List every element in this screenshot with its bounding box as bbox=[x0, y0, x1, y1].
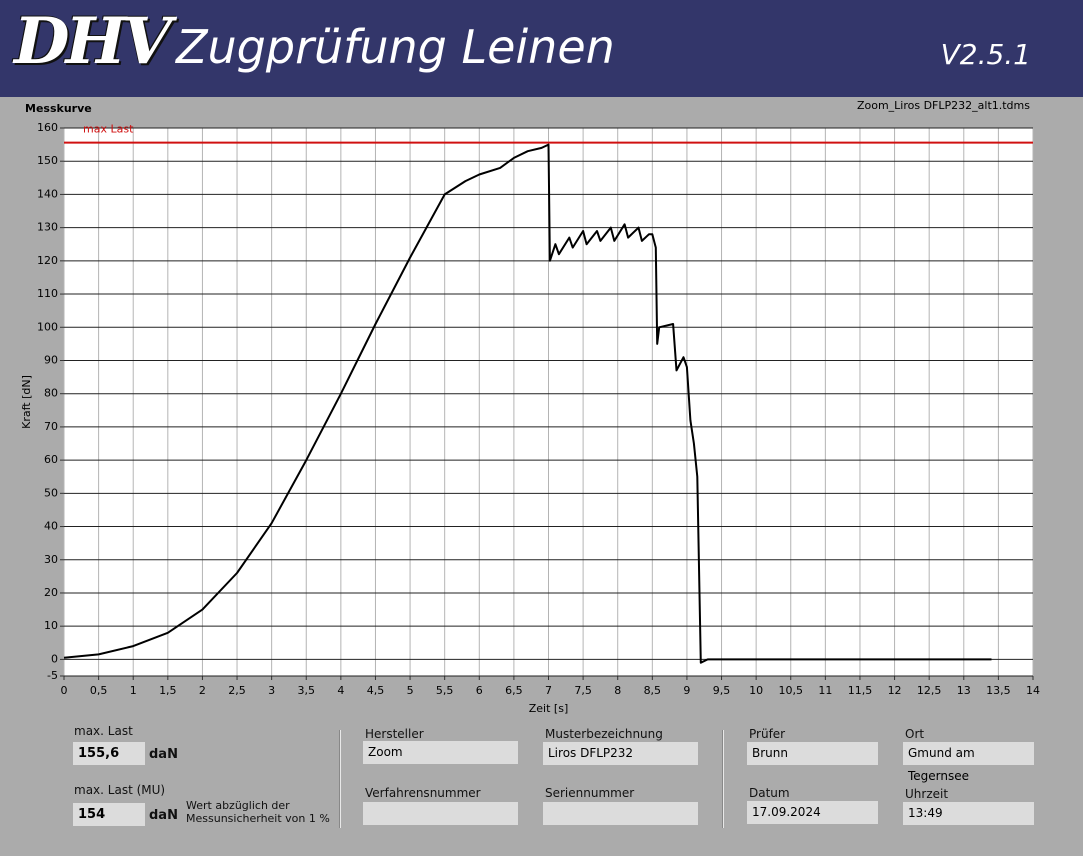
x-tick-label: 6,5 bbox=[505, 684, 523, 697]
text-field: Brunn bbox=[747, 742, 878, 765]
x-tick-label: 2,5 bbox=[228, 684, 246, 697]
x-tick-label: 3 bbox=[268, 684, 275, 697]
x-tick-label: 3,5 bbox=[298, 684, 316, 697]
x-tick-label: 8,5 bbox=[644, 684, 662, 697]
x-tick-label: 11,5 bbox=[848, 684, 873, 697]
y-tick-label: 10 bbox=[44, 619, 58, 632]
version: V2.5.1 bbox=[940, 38, 1031, 71]
max-label: max Last bbox=[83, 123, 134, 136]
y-tick-label: 110 bbox=[37, 287, 58, 300]
y-tick-label: 80 bbox=[44, 387, 58, 400]
text-field: Gmund am Tegernsee bbox=[903, 742, 1034, 783]
value-field: 154 bbox=[73, 803, 145, 826]
y-tick-label: 160 bbox=[37, 121, 58, 134]
x-tick-label: 5 bbox=[407, 684, 414, 697]
x-tick-label: 12,5 bbox=[917, 684, 942, 697]
x-tick-label: 12 bbox=[888, 684, 902, 697]
text-field bbox=[543, 802, 698, 825]
x-axis-title: Zeit [s] bbox=[529, 702, 568, 715]
note: Messunsicherheit von 1 % bbox=[186, 812, 330, 825]
y-tick-label: 60 bbox=[44, 453, 58, 466]
y-tick-label: 150 bbox=[37, 154, 58, 167]
x-tick-label: 1,5 bbox=[159, 684, 177, 697]
unit: daN bbox=[149, 808, 178, 823]
x-tick-label: 9,5 bbox=[713, 684, 731, 697]
text-field: 13:49 bbox=[903, 802, 1034, 825]
unit: daN bbox=[149, 747, 178, 762]
x-tick-label: 11 bbox=[818, 684, 832, 697]
x-tick-label: 14 bbox=[1026, 684, 1040, 697]
y-tick-label: 100 bbox=[37, 320, 58, 333]
logo: DHV bbox=[14, 4, 172, 79]
x-tick-label: 13,5 bbox=[986, 684, 1011, 697]
y-tick-label: 70 bbox=[44, 420, 58, 433]
x-tick-label: 6 bbox=[476, 684, 483, 697]
x-tick-label: 4 bbox=[337, 684, 344, 697]
label: Prüfer bbox=[749, 727, 786, 741]
x-tick-label: 7 bbox=[545, 684, 552, 697]
y-tick-label: 0 bbox=[51, 652, 58, 665]
file-name: Zoom_Liros DFLP232_alt1.tdms bbox=[857, 99, 1030, 112]
x-tick-label: 9 bbox=[683, 684, 690, 697]
data-line bbox=[63, 143, 992, 664]
x-tick-label: 10,5 bbox=[779, 684, 804, 697]
label: Hersteller bbox=[365, 727, 424, 741]
chart: Messkurve Zoom_Liros DFLP232_alt1.tdms 0 0,… bbox=[20, 99, 1040, 715]
x-tick-label: 8 bbox=[614, 684, 621, 697]
y-tick-label: 50 bbox=[44, 486, 58, 499]
y-tick-label: 140 bbox=[37, 187, 58, 200]
x-tick-label: 7,5 bbox=[574, 684, 592, 697]
y-tick-label: -5 bbox=[47, 669, 58, 682]
y-tick-label: 120 bbox=[37, 254, 58, 267]
app-title: Zugprüfung Leinen bbox=[176, 20, 615, 74]
y-tick-label: 90 bbox=[44, 353, 58, 366]
x-tick-label: 4,5 bbox=[367, 684, 385, 697]
separator bbox=[722, 730, 724, 828]
x-tick-label: 13 bbox=[957, 684, 971, 697]
text-field: 17.09.2024 bbox=[747, 801, 878, 824]
x-tick-label: 2 bbox=[199, 684, 206, 697]
label: Musterbezeichnung bbox=[545, 727, 663, 741]
x-tick-label: 1 bbox=[130, 684, 137, 697]
text-field bbox=[363, 802, 518, 825]
text-field: Zoom bbox=[363, 741, 518, 764]
label: Ort bbox=[905, 727, 925, 741]
note: Wert abzüglich der bbox=[186, 799, 290, 812]
y-axis-title: Kraft [dN] bbox=[20, 375, 33, 429]
label: Seriennummer bbox=[545, 786, 635, 800]
label: Verfahrensnummer bbox=[365, 786, 481, 800]
y-tick-label: 30 bbox=[44, 553, 58, 566]
label: Uhrzeit bbox=[905, 787, 949, 801]
y-tick-label: 40 bbox=[44, 520, 58, 533]
chart-title: Messkurve bbox=[25, 102, 92, 115]
label: max. Last (MU) bbox=[74, 783, 166, 797]
separator bbox=[339, 730, 341, 828]
value-field: 155,6 bbox=[73, 742, 145, 765]
x-tick-label: 0,5 bbox=[90, 684, 108, 697]
x-tick-label: 0 bbox=[61, 684, 68, 697]
label: Datum bbox=[749, 786, 790, 800]
y-tick-label: 130 bbox=[37, 221, 58, 234]
x-tick-label: 10 bbox=[749, 684, 763, 697]
y-tick-label: 20 bbox=[44, 586, 58, 599]
label: max. Last bbox=[74, 724, 133, 738]
header: DHV Zugprüfung Leinen V2.5.1 bbox=[0, 0, 1083, 97]
x-tick-label: 5,5 bbox=[436, 684, 454, 697]
text-field: Liros DFLP232 bbox=[543, 742, 698, 765]
